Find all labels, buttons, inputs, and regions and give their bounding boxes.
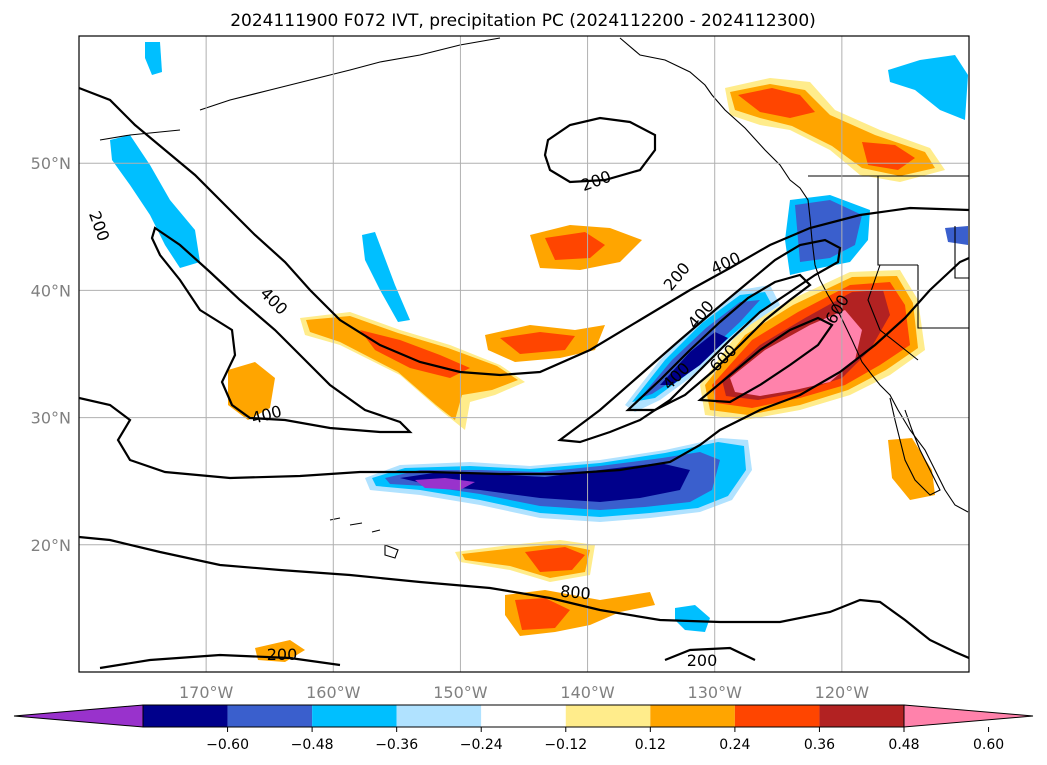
precip-positive-midpacific-2-max — [500, 332, 575, 354]
precip-negative-bc-coast-core — [795, 200, 862, 262]
y-tick-label: 20°N — [31, 536, 71, 555]
colorbar-tick-label: −0.12 — [544, 737, 587, 753]
precip-positive-california-max — [730, 310, 862, 396]
colorbar-tick-label: 0.24 — [719, 737, 750, 753]
colorbar-bin — [565, 705, 651, 727]
colorbar-tick-label: −0.48 — [291, 737, 334, 753]
ivt-contour-200-south — [79, 535, 969, 660]
colorbar: −0.60 −0.48 −0.36 −0.24 −0.12 0.12 0.24 0.36 0.4… — [13, 704, 1034, 753]
precip-negative-ar-band-max — [660, 332, 728, 385]
coastlines — [99, 37, 969, 559]
colorbar-bin — [227, 705, 313, 727]
y-tick-label: 40°N — [31, 281, 71, 300]
colorbar-bin — [734, 705, 820, 727]
x-tick-label: 160°W — [306, 683, 361, 702]
ivt-contour-label: 200 — [267, 645, 298, 664]
precip-negative-east-interior — [945, 226, 968, 245]
colorbar-bin — [396, 705, 482, 727]
coastline-hawaii — [329, 517, 399, 559]
y-tick-label: 30°N — [31, 409, 71, 428]
ivt-contour-400-ar — [557, 238, 842, 444]
colorbar-outline — [142, 704, 905, 728]
ivt-contour-600-ar — [625, 273, 812, 412]
colorbar-tick-label: −0.60 — [206, 737, 249, 753]
colorbar-tick-label: 0.12 — [635, 737, 666, 753]
colorbar-bin — [481, 705, 566, 727]
precip-positive-midpacific-1-max — [360, 330, 470, 378]
x-tick-label: 150°W — [433, 683, 488, 702]
precip-negative-north-blob — [145, 42, 162, 75]
colorbar-tick-label: −0.36 — [375, 737, 418, 753]
precip-positive-pacific-nw-max — [738, 88, 815, 118]
colorbar-tick-label: 0.36 — [804, 737, 835, 753]
colorbar-tick-label: 0.48 — [888, 737, 919, 753]
ivt-contour-400-west-loop — [150, 226, 413, 434]
axis-ticks: 170°W 160°W 150°W 140°W 130°W 120°W 20°N 30°N 40… — [31, 154, 870, 702]
ivt-contour-800-ar — [697, 316, 834, 404]
precip-negative-subtropical-band-max — [400, 463, 690, 502]
map-frame — [78, 35, 970, 673]
ivt-contour-200-west — [79, 86, 969, 377]
precip-positive-south-2-max — [515, 598, 570, 630]
precip-negative-central-1 — [362, 232, 410, 322]
colorbar-extend-max — [903, 704, 1034, 728]
x-tick-label: 140°W — [560, 683, 615, 702]
precip-positive-south-1-max — [525, 547, 585, 572]
y-tick-label: 50°N — [31, 154, 71, 173]
colorbar-tick-label: 0.60 — [973, 737, 1004, 753]
gridlines — [79, 36, 969, 672]
coastline-baja — [889, 397, 941, 496]
ivt-contour-200-lower — [79, 256, 969, 480]
x-tick-label: 130°W — [688, 683, 743, 702]
precip-negative-northeast — [888, 55, 968, 120]
precip-negative-south-blob — [675, 605, 710, 632]
boundary-states-1 — [867, 176, 969, 361]
colorbar-tick-label: −0.24 — [460, 737, 503, 753]
colorbar-extend-min — [13, 704, 144, 728]
precip-positive-midpacific-3-max — [545, 232, 605, 260]
coastline-north-america — [619, 37, 969, 513]
ivt-contour-200-north-loop — [543, 116, 657, 184]
x-tick-label: 120°W — [815, 683, 870, 702]
ivt-contour-label: 800 — [559, 582, 591, 604]
colorbar-bin — [819, 705, 904, 727]
colorbar-bin — [143, 705, 228, 727]
precip-anomaly-fill — [110, 42, 968, 662]
ivt-contour-400-south — [99, 646, 756, 670]
precip-positive-baja — [888, 438, 935, 500]
colorbar-bin — [650, 705, 735, 727]
ivt-contours — [79, 86, 969, 670]
x-tick-label: 170°W — [179, 683, 234, 702]
precip-negative-northwest-arc — [110, 135, 200, 268]
colorbar-bin — [312, 705, 397, 727]
ivt-contour-label: 200 — [687, 651, 718, 670]
precip-positive-west-blob — [228, 362, 275, 420]
coastline-alaska-south — [199, 37, 501, 111]
chart-title: 2024111900 F072 IVT, precipitation PC (2… — [230, 11, 816, 31]
